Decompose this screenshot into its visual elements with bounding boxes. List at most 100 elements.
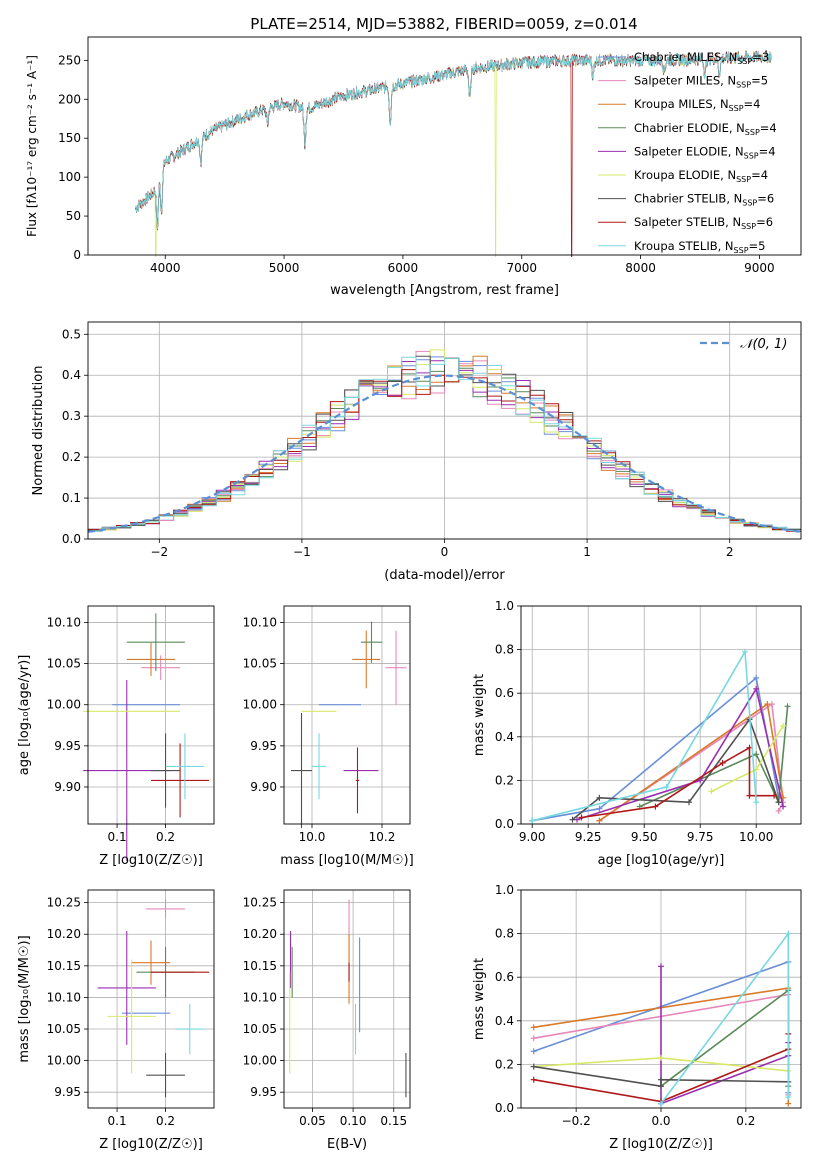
legend-label: Chabrier STELIB, NSSP=6 xyxy=(634,192,774,208)
mass-weight-marker xyxy=(578,814,585,821)
x-tick-label: 0.1 xyxy=(108,830,127,844)
y-tick-label: 0.8 xyxy=(495,927,514,941)
mass-weight-marker xyxy=(530,1063,537,1070)
mass-weight-marker xyxy=(775,807,782,814)
y-tick-label: 0 xyxy=(73,248,81,262)
x-axis-label: age [log10(age/yr)] xyxy=(598,853,725,868)
panel-weight_age: 9.00 9.25 9.50 9.75 10.00 0.0 0.2 0.4 0.6 0.8 1.0 a… xyxy=(472,599,802,868)
x-axis-label: Z [log10(Z/Z☉)] xyxy=(609,1137,713,1152)
errorbar-point xyxy=(151,743,210,818)
x-tick-label: 0 xyxy=(441,545,449,559)
y-tick-label: 10.15 xyxy=(47,959,81,973)
x-tick-label: 0.1 xyxy=(108,1114,127,1128)
mass-weight-marker xyxy=(530,1048,537,1055)
y-tick-label: 0.6 xyxy=(495,970,514,984)
axes-frame xyxy=(283,605,411,825)
mass-weight-marker xyxy=(780,722,787,729)
y-tick-label: 9.90 xyxy=(250,780,277,794)
x-tick-label: 9.50 xyxy=(631,830,658,844)
y-tick-label: 10.10 xyxy=(47,990,81,1004)
mass-weight-marker xyxy=(530,1035,537,1042)
y-tick-label: 150 xyxy=(58,131,81,145)
y-tick-label: 0.0 xyxy=(62,532,81,546)
residual-histogram-8 xyxy=(88,369,801,532)
y-tick-label: 10.05 xyxy=(47,1022,81,1036)
mass-weight-marker xyxy=(708,788,715,795)
y-tick-label: 10.00 xyxy=(243,698,277,712)
mass-weight-marker xyxy=(596,805,603,812)
y-tick-label: 0.4 xyxy=(62,368,81,382)
mass-weight-marker xyxy=(742,648,748,655)
errorbar-point xyxy=(146,1053,185,1098)
axes-frame xyxy=(520,889,802,1109)
errorbar-point xyxy=(361,621,382,663)
mass-weight-series-9 xyxy=(660,931,790,1105)
x-tick-label: 0.2 xyxy=(156,1114,175,1128)
mass-weight-marker xyxy=(658,963,664,970)
mass-weight-series-7 xyxy=(533,1065,789,1088)
x-tick-label: 9.00 xyxy=(519,830,546,844)
panel-residuals: −2 −1 0 1 2 0.0 0.1 0.2 0.3 0.4 0.5 (data-model)/er… xyxy=(31,321,802,583)
axes-frame xyxy=(283,889,411,1109)
panel-spectrum: 4000 5000 6000 7000 8000 9000 0 50 100 150 200 250 w… xyxy=(25,36,802,298)
mass-weight-marker xyxy=(686,799,692,806)
y-tick-label: 10.10 xyxy=(243,990,277,1004)
y-tick-label: 10.00 xyxy=(243,1054,277,1068)
y-tick-label: 10.05 xyxy=(243,657,277,671)
axes-frame xyxy=(87,321,802,540)
y-tick-label: 10.00 xyxy=(47,1054,81,1068)
legend-label: 𝒩(0, 1) xyxy=(740,337,787,352)
panel-age_mass: 10.0 10.2 9.90 9.95 10.00 10.05 10.10 mass [log… xyxy=(243,605,414,868)
panel-mass_ebv: 0.05 0.10 0.15 9.95 10.00 10.05 10.10 10.15 10.2… xyxy=(243,889,411,1152)
y-tick-label: 0.0 xyxy=(495,1101,514,1115)
x-tick-label: −0.2 xyxy=(562,1114,591,1128)
mass-weight-marker xyxy=(785,930,792,937)
axes-frame xyxy=(520,605,802,825)
y-tick-label: 250 xyxy=(58,53,81,67)
errorbar-point xyxy=(107,959,156,1074)
y-tick-label: 1.0 xyxy=(495,883,514,897)
x-tick-label: −2 xyxy=(150,545,168,559)
mass-weight-marker xyxy=(719,759,726,766)
errorbar-point xyxy=(355,747,360,814)
y-tick-label: 0.3 xyxy=(62,409,81,423)
axes-frame xyxy=(87,605,215,825)
legend-label: Kroupa MILES, NSSP=4 xyxy=(634,97,760,113)
x-tick-label: 1 xyxy=(583,545,591,559)
mass-weight-marker xyxy=(530,1024,537,1031)
y-tick-label: 0.4 xyxy=(495,1014,514,1028)
y-tick-label: 10.25 xyxy=(243,896,277,910)
errorbar-point xyxy=(97,931,156,1045)
y-tick-label: 10.20 xyxy=(47,927,81,941)
x-axis-label: E(B-V) xyxy=(327,1137,367,1152)
x-tick-label: 10.00 xyxy=(739,830,773,844)
x-axis-label: wavelength [Angstrom, rest frame] xyxy=(330,283,559,298)
mass-weight-series-9 xyxy=(532,649,757,822)
errorbar-point xyxy=(126,613,185,671)
mass-weight-marker xyxy=(780,803,787,810)
errorbar-point xyxy=(131,940,171,985)
mass-weight-marker xyxy=(569,816,576,823)
y-axis-label: mass weight xyxy=(472,958,487,1040)
mass-weight-marker xyxy=(596,794,603,801)
mass-weight-marker xyxy=(658,1083,664,1090)
errorbar-point xyxy=(175,1003,205,1055)
x-axis-label: mass [log10(M/M☉)] xyxy=(280,853,413,868)
y-axis-label: Flux [fλ10⁻¹⁷ erg cm⁻² s⁻¹ A⁻¹] xyxy=(25,55,39,237)
x-tick-label: 9000 xyxy=(744,261,775,275)
legend-label: Salpeter ELODIE, NSSP=4 xyxy=(634,144,776,160)
errorbar-point xyxy=(165,733,205,800)
y-tick-label: 1.0 xyxy=(495,599,514,613)
x-tick-label: 10.0 xyxy=(299,830,326,844)
residual-histogram-9 xyxy=(88,356,801,532)
y-tick-label: 10.25 xyxy=(47,896,81,910)
y-tick-label: 0.5 xyxy=(62,327,81,341)
x-tick-label: 7000 xyxy=(506,261,537,275)
mass-weight-series-5 xyxy=(660,966,790,1105)
x-tick-label: 0.05 xyxy=(299,1114,326,1128)
mass-weight-marker xyxy=(746,792,753,799)
legend-label: Salpeter STELIB, NSSP=6 xyxy=(634,215,773,231)
residual-histogram-7 xyxy=(88,355,801,531)
axes-frame xyxy=(87,36,802,256)
x-tick-label: 0.2 xyxy=(736,1114,755,1128)
